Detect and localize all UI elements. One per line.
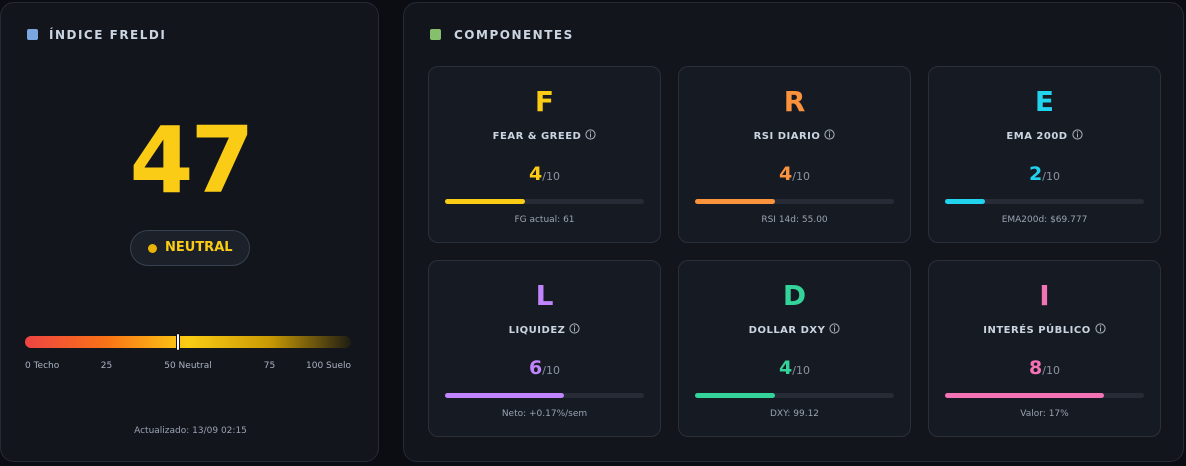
component-score: 4/10: [429, 163, 660, 185]
score-track: [945, 199, 1144, 204]
score-bar: [695, 393, 775, 398]
info-icon[interactable]: [569, 323, 581, 334]
component-score: 4/10: [679, 163, 910, 185]
component-score: 8/10: [929, 357, 1160, 379]
components-panel: COMPONENTES F FEAR & GREED 4/10 FG actual: …: [403, 2, 1184, 462]
score-value: 8: [1029, 357, 1043, 379]
score-track: [445, 393, 644, 398]
gauge-tick-label: 25: [100, 361, 113, 371]
component-score: 4/10: [679, 357, 910, 379]
index-panel: ÍNDICE FRELDI 47 NEUTRAL Actualizado: 13…: [0, 2, 379, 462]
score-value: 4: [779, 357, 793, 379]
gauge-bar: [25, 336, 351, 348]
component-card: F FEAR & GREED 4/10 FG actual: 61: [428, 66, 661, 243]
score-track: [695, 393, 894, 398]
panel-title: ÍNDICE FRELDI: [49, 28, 167, 42]
score-max: /10: [542, 170, 560, 183]
score-bar: [445, 393, 565, 398]
component-detail: DXY: 99.12: [769, 409, 820, 419]
gauge-tick-label: 50 Neutral: [164, 361, 212, 371]
status-label: NEUTRAL: [165, 240, 233, 255]
component-detail: FG actual: 61: [514, 215, 575, 225]
component-letter: F: [534, 85, 555, 118]
gauge-tick-label: 75: [263, 361, 276, 371]
info-icon[interactable]: [824, 129, 835, 140]
component-name: RSI DIARIO: [679, 129, 910, 142]
gauge-tick-label: 100 Suelo: [306, 361, 351, 371]
name-text: LIQUIDEZ: [508, 325, 566, 336]
component-name: LIQUIDEZ: [429, 323, 660, 336]
panel-title: COMPONENTES: [454, 28, 574, 42]
component-name: DOLLAR DXY: [679, 323, 910, 336]
component-score: 2/10: [929, 163, 1160, 185]
score-bar: [695, 199, 775, 204]
score-bar: [445, 199, 525, 204]
puzzle-icon: [430, 29, 441, 40]
score-value: 2: [1029, 163, 1043, 185]
score-track: [945, 393, 1144, 398]
score-max: /10: [1042, 170, 1060, 183]
score-track: [445, 199, 644, 204]
score-bar: [945, 393, 1105, 398]
name-text: EMA 200D: [1006, 131, 1068, 142]
info-icon[interactable]: [1071, 129, 1083, 140]
score-max: /10: [792, 170, 810, 183]
score-value: 6: [529, 357, 543, 379]
gauge-marker: [176, 333, 181, 351]
component-letter: E: [1034, 85, 1055, 118]
component-letter: L: [535, 279, 554, 312]
component-name: INTERÉS PÚBLICO: [929, 323, 1160, 336]
gauge-tick-label: 0 Techo: [25, 361, 60, 371]
info-icon[interactable]: [829, 323, 840, 334]
component-score: 6/10: [429, 357, 660, 379]
component-detail: EMA200d: $69.777: [1001, 215, 1088, 225]
component-card: I INTERÉS PÚBLICO 8/10 Valor: 17%: [928, 260, 1161, 437]
chart-icon: [27, 29, 38, 40]
status-pill: NEUTRAL: [130, 230, 250, 266]
component-detail: Neto: +0.17%/sem: [501, 409, 588, 419]
name-text: INTERÉS PÚBLICO: [983, 325, 1091, 336]
score-max: /10: [792, 364, 810, 377]
component-detail: RSI 14d: 55.00: [761, 215, 828, 225]
updated-text: Actualizado: 13/09 02:15: [134, 426, 247, 436]
name-text: RSI DIARIO: [753, 131, 821, 142]
component-letter: D: [782, 279, 807, 312]
component-card: E EMA 200D 2/10 EMA200d: $69.777: [928, 66, 1161, 243]
score-track: [695, 199, 894, 204]
score-max: /10: [542, 364, 560, 377]
status-dot: [148, 244, 157, 253]
component-name: FEAR & GREED: [429, 129, 660, 142]
component-card: R RSI DIARIO 4/10 RSI 14d: 55.00: [678, 66, 911, 243]
score-value: 4: [779, 163, 793, 185]
score-max: /10: [1042, 364, 1060, 377]
info-icon[interactable]: [585, 129, 596, 140]
name-text: DOLLAR DXY: [748, 325, 826, 336]
name-text: FEAR & GREED: [492, 131, 582, 142]
component-letter: R: [783, 85, 806, 118]
component-card: L LIQUIDEZ 6/10 Neto: +0.17%/sem: [428, 260, 661, 437]
index-value: 47: [129, 107, 254, 214]
score-value: 4: [529, 163, 543, 185]
info-icon[interactable]: [1095, 323, 1106, 334]
score-bar: [945, 199, 985, 204]
component-letter: I: [1039, 279, 1050, 312]
component-name: EMA 200D: [929, 129, 1160, 142]
component-detail: Valor: 17%: [1020, 409, 1069, 419]
component-card: D DOLLAR DXY 4/10 DXY: 99.12: [678, 260, 911, 437]
